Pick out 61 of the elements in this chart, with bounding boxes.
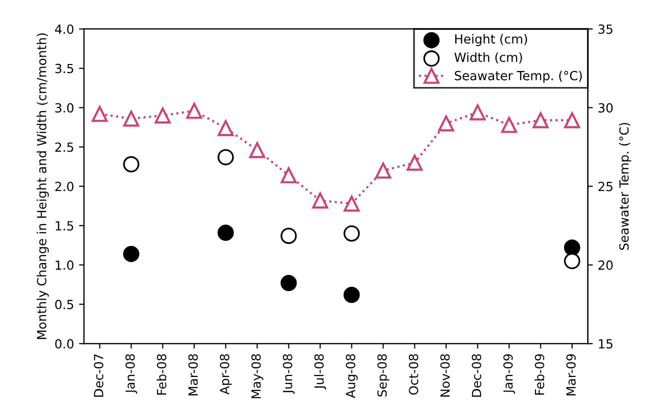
y2-tick-label: 30	[598, 103, 613, 113]
point	[501, 116, 518, 133]
y-axis-title: Monthly Change in Height and Width (cm/month)	[36, 33, 49, 340]
y-tick-label: 3.5	[55, 64, 74, 74]
x-tick-label: Feb-09	[534, 354, 544, 395]
point	[218, 120, 234, 136]
y-tick-label: 0.0	[55, 339, 74, 349]
x-tick-label: May-08	[251, 354, 264, 398]
y-tick-label: 0.5	[55, 300, 74, 310]
legend-label: Width (cm)	[454, 52, 522, 64]
point	[123, 110, 140, 127]
x-tick-label: Mar-09	[566, 354, 576, 396]
point	[123, 246, 140, 262]
x-tick-label: Jan-08	[125, 354, 138, 394]
point	[92, 106, 108, 122]
y2-axis-title: Seawater Temp. (°C)	[619, 122, 632, 250]
x-tick-label: Aug-08	[346, 354, 358, 398]
x-tick-label: Mar-08	[188, 354, 198, 396]
legend-label: Height (cm)	[455, 34, 528, 46]
point	[564, 240, 580, 256]
point	[186, 102, 202, 119]
point	[280, 167, 297, 184]
point	[375, 162, 392, 179]
x-tick-label: Dec-08	[472, 354, 482, 397]
y-tick-label: 2.0	[55, 182, 74, 192]
point	[438, 115, 454, 132]
x-tick-label: Nov-08	[440, 354, 450, 397]
point	[312, 192, 328, 208]
x-tick-label: Dec-07	[94, 354, 104, 397]
x-tick-label: Jan-09	[503, 354, 516, 394]
y-tick-label: 1.5	[56, 221, 74, 231]
point	[532, 112, 549, 128]
x-tick-label: Sep-08	[377, 354, 390, 396]
point	[344, 286, 360, 303]
point	[249, 142, 266, 158]
point	[154, 108, 171, 124]
y2-tick-label: 20	[598, 260, 613, 270]
x-tick-label: Oct-08	[408, 354, 418, 395]
point	[280, 228, 297, 244]
y-tick-label: 1.0	[56, 260, 74, 270]
point	[218, 149, 234, 166]
legend-label: Seawater Temp. (°C)	[454, 70, 582, 83]
y-tick-label: 2.5	[55, 142, 74, 152]
point	[344, 196, 360, 212]
x-tick-label: Apr-08	[220, 354, 232, 394]
point	[218, 224, 234, 241]
point	[344, 225, 360, 242]
y-tick-label: 3.0	[55, 103, 74, 113]
x-tick-label: Jul-08	[314, 354, 326, 390]
x-tick-label: Feb-08	[156, 354, 166, 395]
point	[123, 156, 140, 172]
x-tick-label: Jun-08	[282, 354, 295, 394]
point	[280, 274, 297, 292]
point	[470, 104, 486, 120]
point	[564, 112, 580, 128]
y2-tick-label: 15	[598, 339, 612, 349]
point	[564, 252, 580, 270]
point	[406, 154, 423, 171]
y2-tick-label: 35	[598, 24, 612, 34]
y2-tick-label: 25	[598, 182, 612, 192]
y-tick-label: 4.0	[54, 24, 74, 34]
